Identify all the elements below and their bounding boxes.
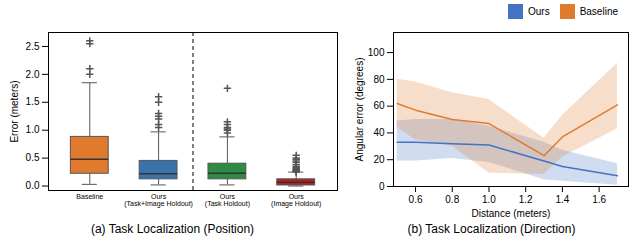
html-text:(a) Task Localization (Positio: (a) Task Localization (Position) xyxy=(90,222,255,236)
html-text:Ours: Ours xyxy=(528,6,550,17)
svg-text:1.4: 1.4 xyxy=(555,194,569,205)
svg-text:Angular error (degrees): Angular error (degrees) xyxy=(354,58,365,162)
svg-text:Ours(Image Holdout): Ours(Image Holdout) xyxy=(271,193,321,208)
svg-text:20: 20 xyxy=(373,154,385,165)
svg-text:2.0: 2.0 xyxy=(26,69,40,80)
svg-text:1.5: 1.5 xyxy=(26,96,40,107)
svg-text:Baseline: Baseline xyxy=(76,193,103,200)
svg-text:Ours(Task Holdout): Ours(Task Holdout) xyxy=(205,193,250,208)
svg-text:Ours(Task+Image Holdout): Ours(Task+Image Holdout) xyxy=(124,193,193,208)
svg-text:100: 100 xyxy=(368,47,385,58)
svg-text:80: 80 xyxy=(373,74,385,85)
html-text:Baseline: Baseline xyxy=(579,6,618,17)
svg-text:60: 60 xyxy=(373,100,385,111)
svg-text:1.0: 1.0 xyxy=(482,194,496,205)
svg-text:0.5: 0.5 xyxy=(26,152,40,163)
svg-text:1.0: 1.0 xyxy=(26,124,40,135)
svg-text:0: 0 xyxy=(379,181,385,192)
svg-text:0.8: 0.8 xyxy=(445,194,459,205)
html-text:(b) Task Localization (Directi: (b) Task Localization (Direction) xyxy=(407,222,576,236)
svg-text:40: 40 xyxy=(373,127,385,138)
svg-text:2.5: 2.5 xyxy=(26,41,40,52)
svg-text:0.6: 0.6 xyxy=(409,194,423,205)
svg-text:Error (meters): Error (meters) xyxy=(9,80,20,142)
svg-text:0.0: 0.0 xyxy=(26,180,40,191)
svg-text:Distance (meters): Distance (meters) xyxy=(472,208,551,219)
svg-text:1.2: 1.2 xyxy=(519,194,533,205)
svg-text:1.6: 1.6 xyxy=(592,194,606,205)
